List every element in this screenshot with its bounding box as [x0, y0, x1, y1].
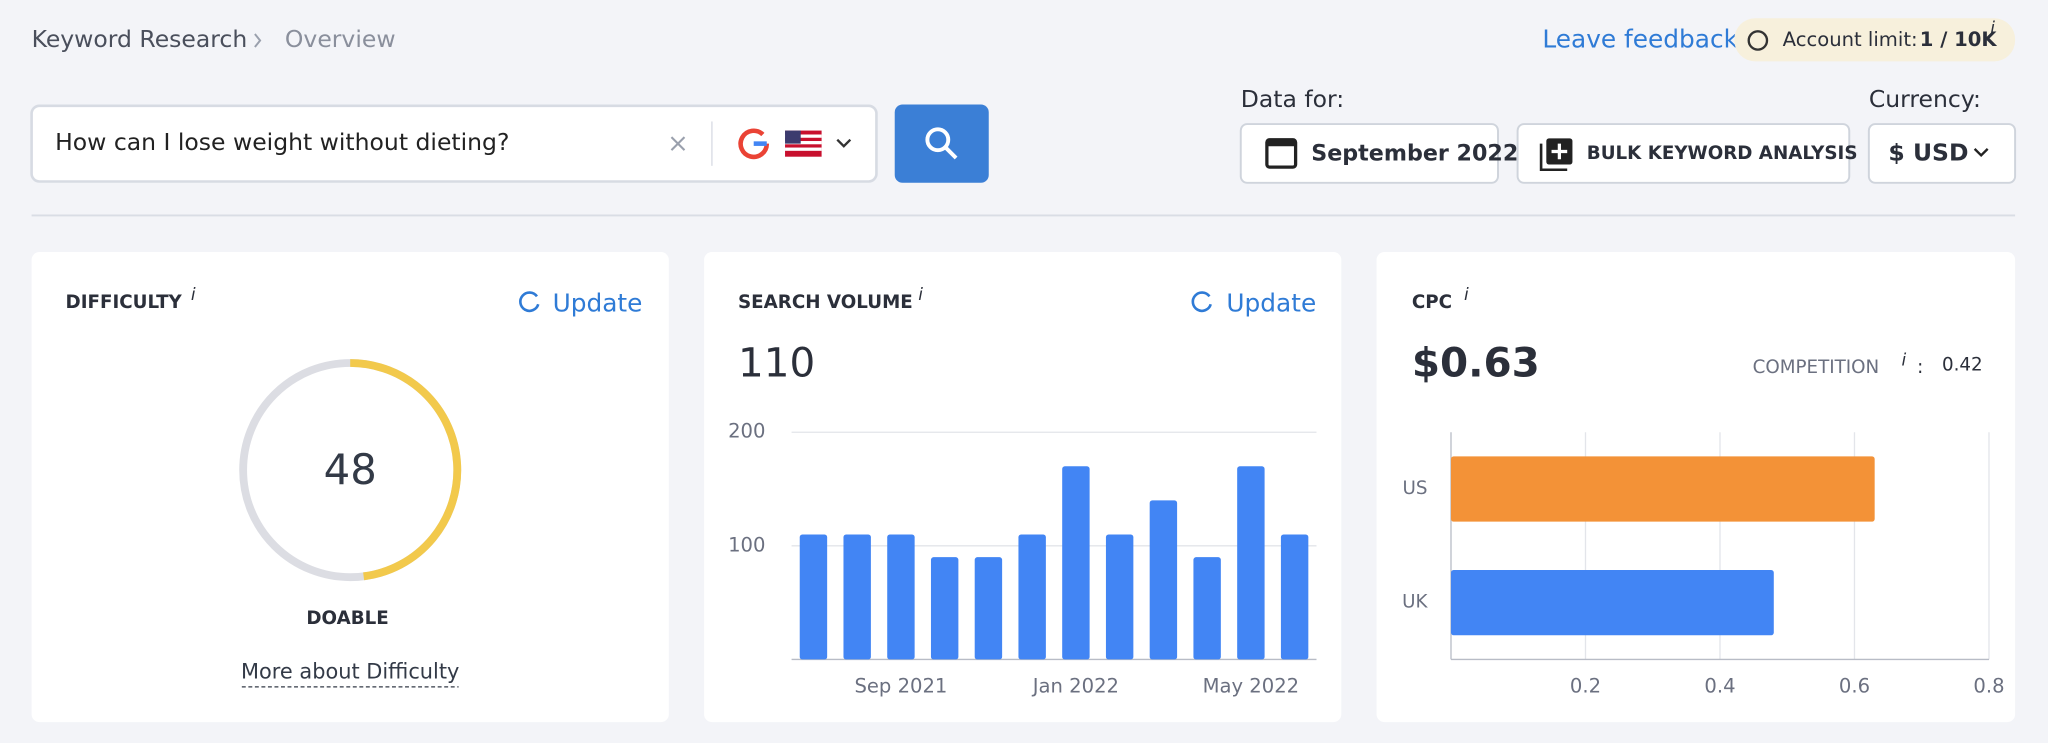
- chevron[interactable]: [836, 138, 852, 148]
- cpc-value: $0.63: [1412, 339, 1540, 387]
- data-for-label: Data for:: [1241, 85, 1344, 113]
- update-button[interactable]: Update: [1226, 288, 1316, 317]
- bar: [1450, 569, 1774, 636]
- refresh-icon[interactable]: [519, 291, 540, 313]
- bar: [1149, 500, 1178, 660]
- difficulty-rating: DOABLE: [306, 608, 388, 629]
- info-icon[interactable]: i: [1901, 350, 1906, 370]
- competition-label: COMPETITION: [1753, 357, 1880, 378]
- competition-value: 0.42: [1942, 355, 1983, 376]
- date-value: September 2022: [1311, 141, 1518, 167]
- breadcrumb-current: Overview: [285, 25, 396, 53]
- us-flag[interactable]: [785, 130, 822, 157]
- x-tick-label: Sep 2021: [854, 674, 947, 697]
- search-icon: [925, 127, 958, 160]
- info-icon[interactable]: i: [191, 285, 196, 305]
- difficulty-value: 48: [324, 445, 377, 494]
- bar: [843, 534, 871, 660]
- difficulty-arc: [350, 359, 462, 581]
- date-button[interactable]: [1239, 123, 1499, 184]
- currency-label: Currency:: [1869, 85, 1981, 113]
- update-button[interactable]: Update: [553, 288, 643, 317]
- account-limit-value: 1 / 10K: [1920, 28, 1998, 51]
- info-icon[interactable]: i: [918, 285, 923, 305]
- x-tick-label: 0.4: [1704, 674, 1735, 697]
- card-title: SEARCH VOLUME: [738, 292, 913, 313]
- info-icon[interactable]: i: [1464, 285, 1469, 305]
- y-tick-label: 200: [728, 420, 765, 443]
- google-icon[interactable]: [738, 128, 770, 160]
- breadcrumb-link[interactable]: Keyword Research: [32, 25, 248, 53]
- card-title: DIFFICULTY: [66, 292, 183, 313]
- y-tick-label: US: [1403, 478, 1428, 499]
- account-limit-label: Account limit:: [1783, 28, 1918, 51]
- difficulty-card: [31, 252, 669, 723]
- x-tick-label: May 2022: [1203, 674, 1300, 697]
- bulk-label: BULK KEYWORD ANALYSIS: [1587, 143, 1858, 164]
- gauge-icon: [1747, 30, 1769, 51]
- more-link[interactable]: More about Difficulty: [241, 659, 459, 683]
- info-icon[interactable]: i: [1990, 19, 1995, 39]
- search-input[interactable]: [30, 104, 878, 183]
- card-title: CPC: [1412, 292, 1452, 313]
- y-tick-label: UK: [1402, 592, 1428, 613]
- x-tick-label: 0.8: [1973, 674, 2004, 697]
- bar: [1062, 466, 1090, 660]
- x-tick-label: 0.6: [1839, 674, 1870, 697]
- volume-value: 110: [738, 339, 815, 387]
- bar: [799, 534, 828, 660]
- x-tick-label: 0.2: [1570, 674, 1601, 697]
- search-query: How can I lose weight without dieting?: [55, 128, 509, 156]
- bar: [1450, 456, 1875, 522]
- breadcrumb-chevron: [254, 33, 262, 48]
- bar: [887, 534, 915, 660]
- bar: [1105, 534, 1134, 660]
- refresh-icon[interactable]: [1191, 291, 1212, 313]
- separator: :: [1917, 357, 1923, 378]
- account-limit-pill[interactable]: [1734, 18, 2016, 62]
- feedback-link[interactable]: Leave feedback: [1542, 24, 1738, 53]
- bar: [1193, 557, 1221, 660]
- calendar-icon: [1265, 138, 1298, 169]
- bulk-icon: [1539, 138, 1573, 172]
- y-tick-label: 100: [728, 533, 765, 556]
- currency-select[interactable]: [1867, 123, 2017, 184]
- bar: [1237, 466, 1265, 660]
- bar: [1280, 534, 1309, 660]
- bulk-button[interactable]: [1516, 123, 1851, 184]
- bar: [1018, 534, 1046, 660]
- currency-value: $ USD: [1888, 139, 1968, 167]
- bar: [930, 557, 959, 660]
- chevron: [1973, 148, 1989, 158]
- bar: [974, 557, 1003, 660]
- search-button[interactable]: [894, 104, 989, 183]
- x-tick-label: Jan 2022: [1031, 674, 1119, 697]
- clear-icon[interactable]: [670, 136, 686, 151]
